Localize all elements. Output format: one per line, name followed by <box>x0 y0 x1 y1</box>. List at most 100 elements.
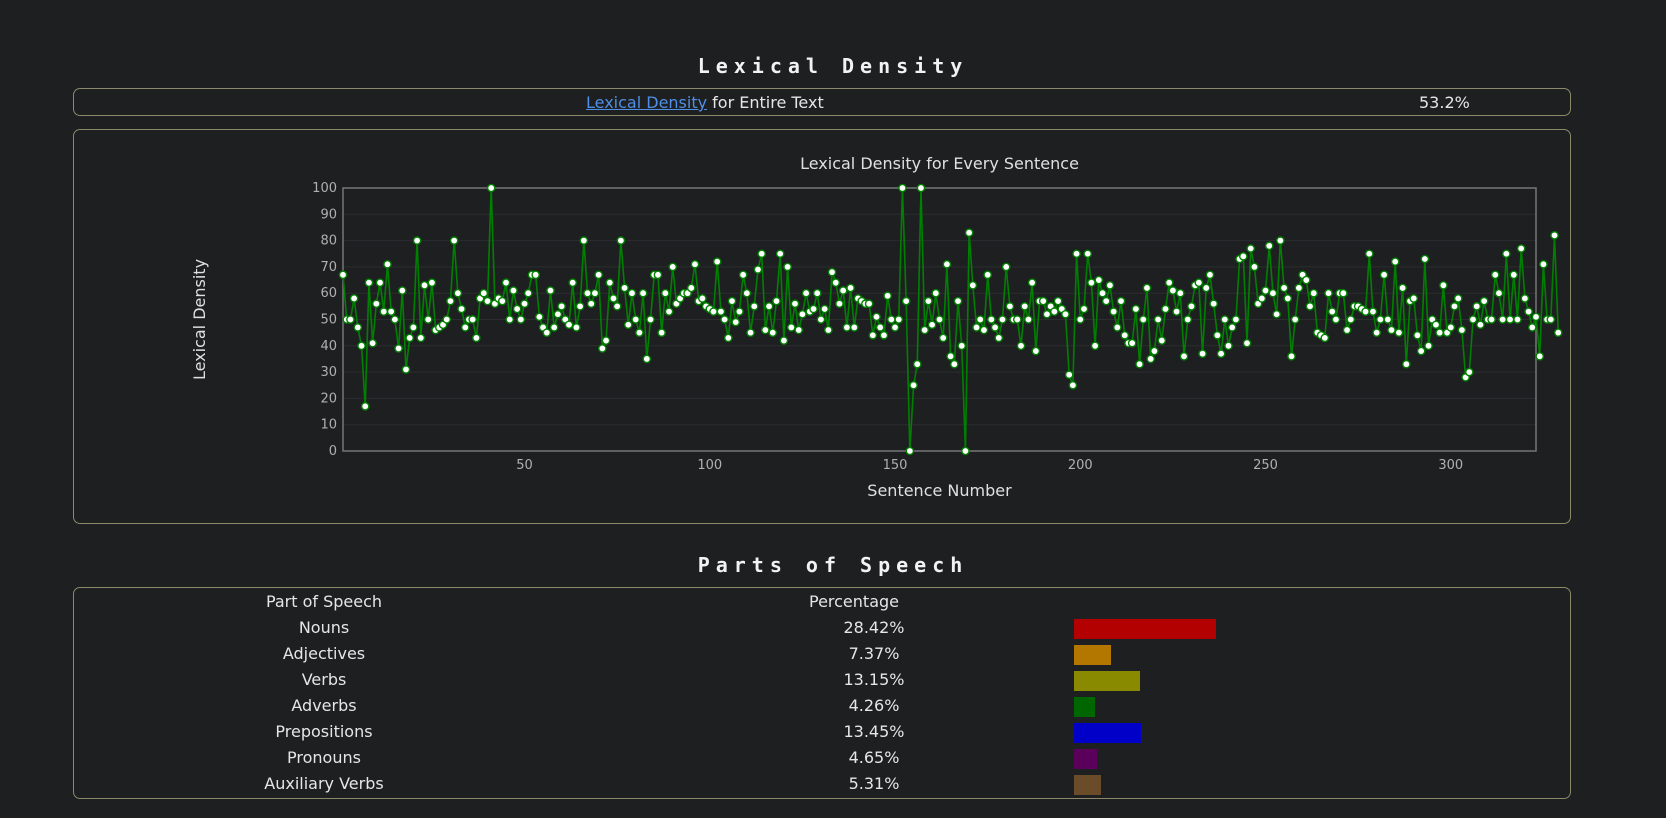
pos-percentage: 5.31% <box>848 774 900 793</box>
data-point <box>1164 278 1174 287</box>
data-point <box>1172 307 1181 316</box>
data-point <box>1402 359 1411 369</box>
data-point <box>1276 236 1285 245</box>
data-point <box>987 315 996 324</box>
data-point <box>638 288 648 298</box>
data-point <box>338 270 348 280</box>
data-point <box>742 288 752 298</box>
data-point <box>709 307 718 316</box>
data-point <box>423 315 433 324</box>
data-point <box>1216 349 1226 358</box>
y-tick-label: 70 <box>320 260 337 275</box>
data-point <box>1446 323 1456 332</box>
data-point <box>1379 270 1389 280</box>
data-point <box>890 323 900 332</box>
data-point <box>868 330 878 340</box>
pos-name: Auxiliary Verbs <box>264 774 384 793</box>
data-point <box>586 299 596 309</box>
data-point <box>631 315 640 324</box>
data-point <box>875 323 885 332</box>
data-point <box>1450 302 1459 311</box>
data-point <box>731 317 741 327</box>
data-point <box>1220 315 1230 324</box>
data-point <box>994 333 1004 343</box>
data-point <box>686 283 696 293</box>
data-point <box>1153 315 1163 324</box>
data-point <box>924 296 933 306</box>
data-point <box>1068 380 1078 390</box>
data-point <box>457 304 466 314</box>
data-point <box>620 283 629 293</box>
data-point <box>572 323 581 332</box>
data-point <box>916 183 926 193</box>
data-point <box>1272 309 1281 319</box>
data-point <box>1064 370 1074 380</box>
data-point <box>1101 296 1111 306</box>
data-point <box>1387 325 1396 335</box>
lexical-density-summary: Lexical Density for Entire Text 53.2% <box>73 88 1571 116</box>
data-point <box>827 267 837 277</box>
data-point <box>975 315 985 324</box>
data-point <box>1127 338 1137 348</box>
data-point <box>1535 352 1545 361</box>
data-point <box>472 333 481 343</box>
data-point <box>698 294 707 303</box>
data-point <box>1453 294 1463 303</box>
data-point <box>612 302 622 311</box>
data-point <box>779 336 789 345</box>
data-point <box>724 333 733 343</box>
data-point <box>657 328 666 337</box>
data-point <box>712 257 722 266</box>
data-point <box>416 333 426 343</box>
pos-percentage: 28.42% <box>843 618 905 637</box>
data-point <box>1201 283 1211 293</box>
data-point <box>931 288 941 298</box>
data-point <box>1239 252 1248 261</box>
data-point <box>1257 294 1267 303</box>
data-point <box>1279 283 1289 293</box>
data-point <box>794 325 804 335</box>
data-point <box>453 288 463 298</box>
chart-title: Lexical Density for Every Sentence <box>800 154 1079 173</box>
data-point <box>1468 315 1478 324</box>
data-point <box>927 320 937 330</box>
pos-name: Verbs <box>301 670 347 689</box>
data-point <box>787 323 796 332</box>
data-point <box>1539 259 1548 269</box>
data-point <box>512 304 522 314</box>
data-point <box>1301 275 1311 285</box>
data-point <box>901 296 911 306</box>
col-header-part: Part of Speech <box>265 592 383 611</box>
data-point <box>764 302 774 311</box>
data-point <box>812 288 822 298</box>
data-point <box>950 359 959 369</box>
data-point <box>1509 270 1519 280</box>
data-point <box>1157 336 1167 345</box>
data-point <box>1231 315 1241 324</box>
data-point <box>1553 328 1563 337</box>
data-point <box>879 330 889 340</box>
data-point <box>1457 325 1467 335</box>
data-point <box>1087 278 1096 287</box>
data-point <box>957 341 967 351</box>
data-point <box>935 315 944 324</box>
data-point <box>842 323 852 332</box>
data-point <box>379 307 389 316</box>
data-point <box>1435 328 1444 337</box>
pos-percentage: 4.65% <box>848 748 900 767</box>
data-point <box>1268 288 1278 298</box>
data-point <box>386 307 396 316</box>
pos-percentage: 4.26% <box>848 696 900 715</box>
data-point <box>894 315 904 324</box>
data-point <box>501 278 511 287</box>
data-point <box>1261 286 1270 295</box>
data-point <box>1320 333 1330 343</box>
lexical-density-title: Lexical Density <box>697 54 969 78</box>
y-tick-label: 50 <box>320 313 337 328</box>
data-point <box>627 288 637 298</box>
y-tick-label: 60 <box>320 286 337 301</box>
y-tick-label: 100 <box>312 181 337 196</box>
lexical-density-link[interactable]: Lexical Density <box>586 93 708 112</box>
data-point <box>801 288 811 298</box>
pos-percentage: 7.37% <box>848 644 900 663</box>
